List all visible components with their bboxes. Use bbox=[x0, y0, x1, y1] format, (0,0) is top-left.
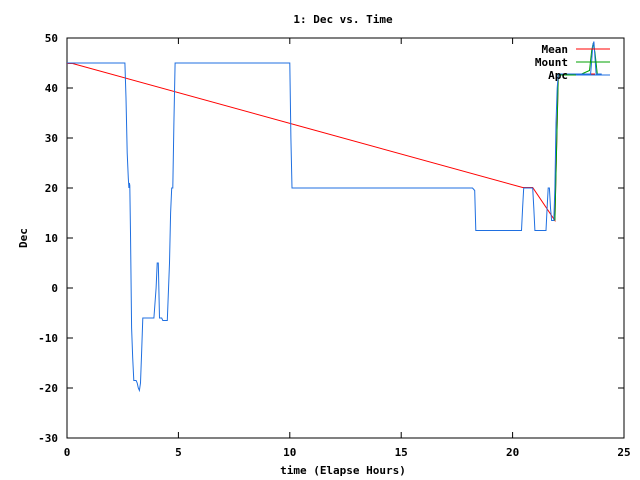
series-lines bbox=[67, 41, 602, 393]
y-tick-label: 10 bbox=[45, 232, 58, 245]
chart-title: 1: Dec vs. Time bbox=[293, 13, 393, 26]
series-line-apc bbox=[67, 41, 602, 393]
y-tick-label: -30 bbox=[38, 432, 58, 445]
y-tick-label: 20 bbox=[45, 182, 58, 195]
legend-label-apc: Apc bbox=[548, 69, 568, 82]
y-axis-label: Dec bbox=[17, 228, 30, 248]
x-tick-label: 0 bbox=[64, 446, 71, 459]
plot-frame bbox=[66, 37, 625, 439]
x-tick-label: 5 bbox=[175, 446, 182, 459]
x-tick-label: 15 bbox=[395, 446, 408, 459]
y-tick-label: -10 bbox=[38, 332, 58, 345]
legend-label-mean: Mean bbox=[542, 43, 569, 56]
y-tick-label: -20 bbox=[38, 382, 58, 395]
legend-label-mount: Mount bbox=[535, 56, 568, 69]
x-axis-label: time (Elapse Hours) bbox=[280, 464, 406, 477]
x-tick-label: 25 bbox=[617, 446, 630, 459]
series-line-mean bbox=[67, 63, 595, 223]
y-tick-label: 30 bbox=[45, 132, 58, 145]
x-tick-label: 20 bbox=[506, 446, 519, 459]
x-tick-label: 10 bbox=[283, 446, 296, 459]
axis-ticks: 0 5 10 15 20 25 -30 -20 -10 0 10 20 30 40 50 bbox=[38, 32, 631, 459]
y-tick-label: 50 bbox=[45, 32, 58, 45]
y-tick-label: 40 bbox=[45, 82, 58, 95]
y-tick-label: 0 bbox=[51, 282, 58, 295]
